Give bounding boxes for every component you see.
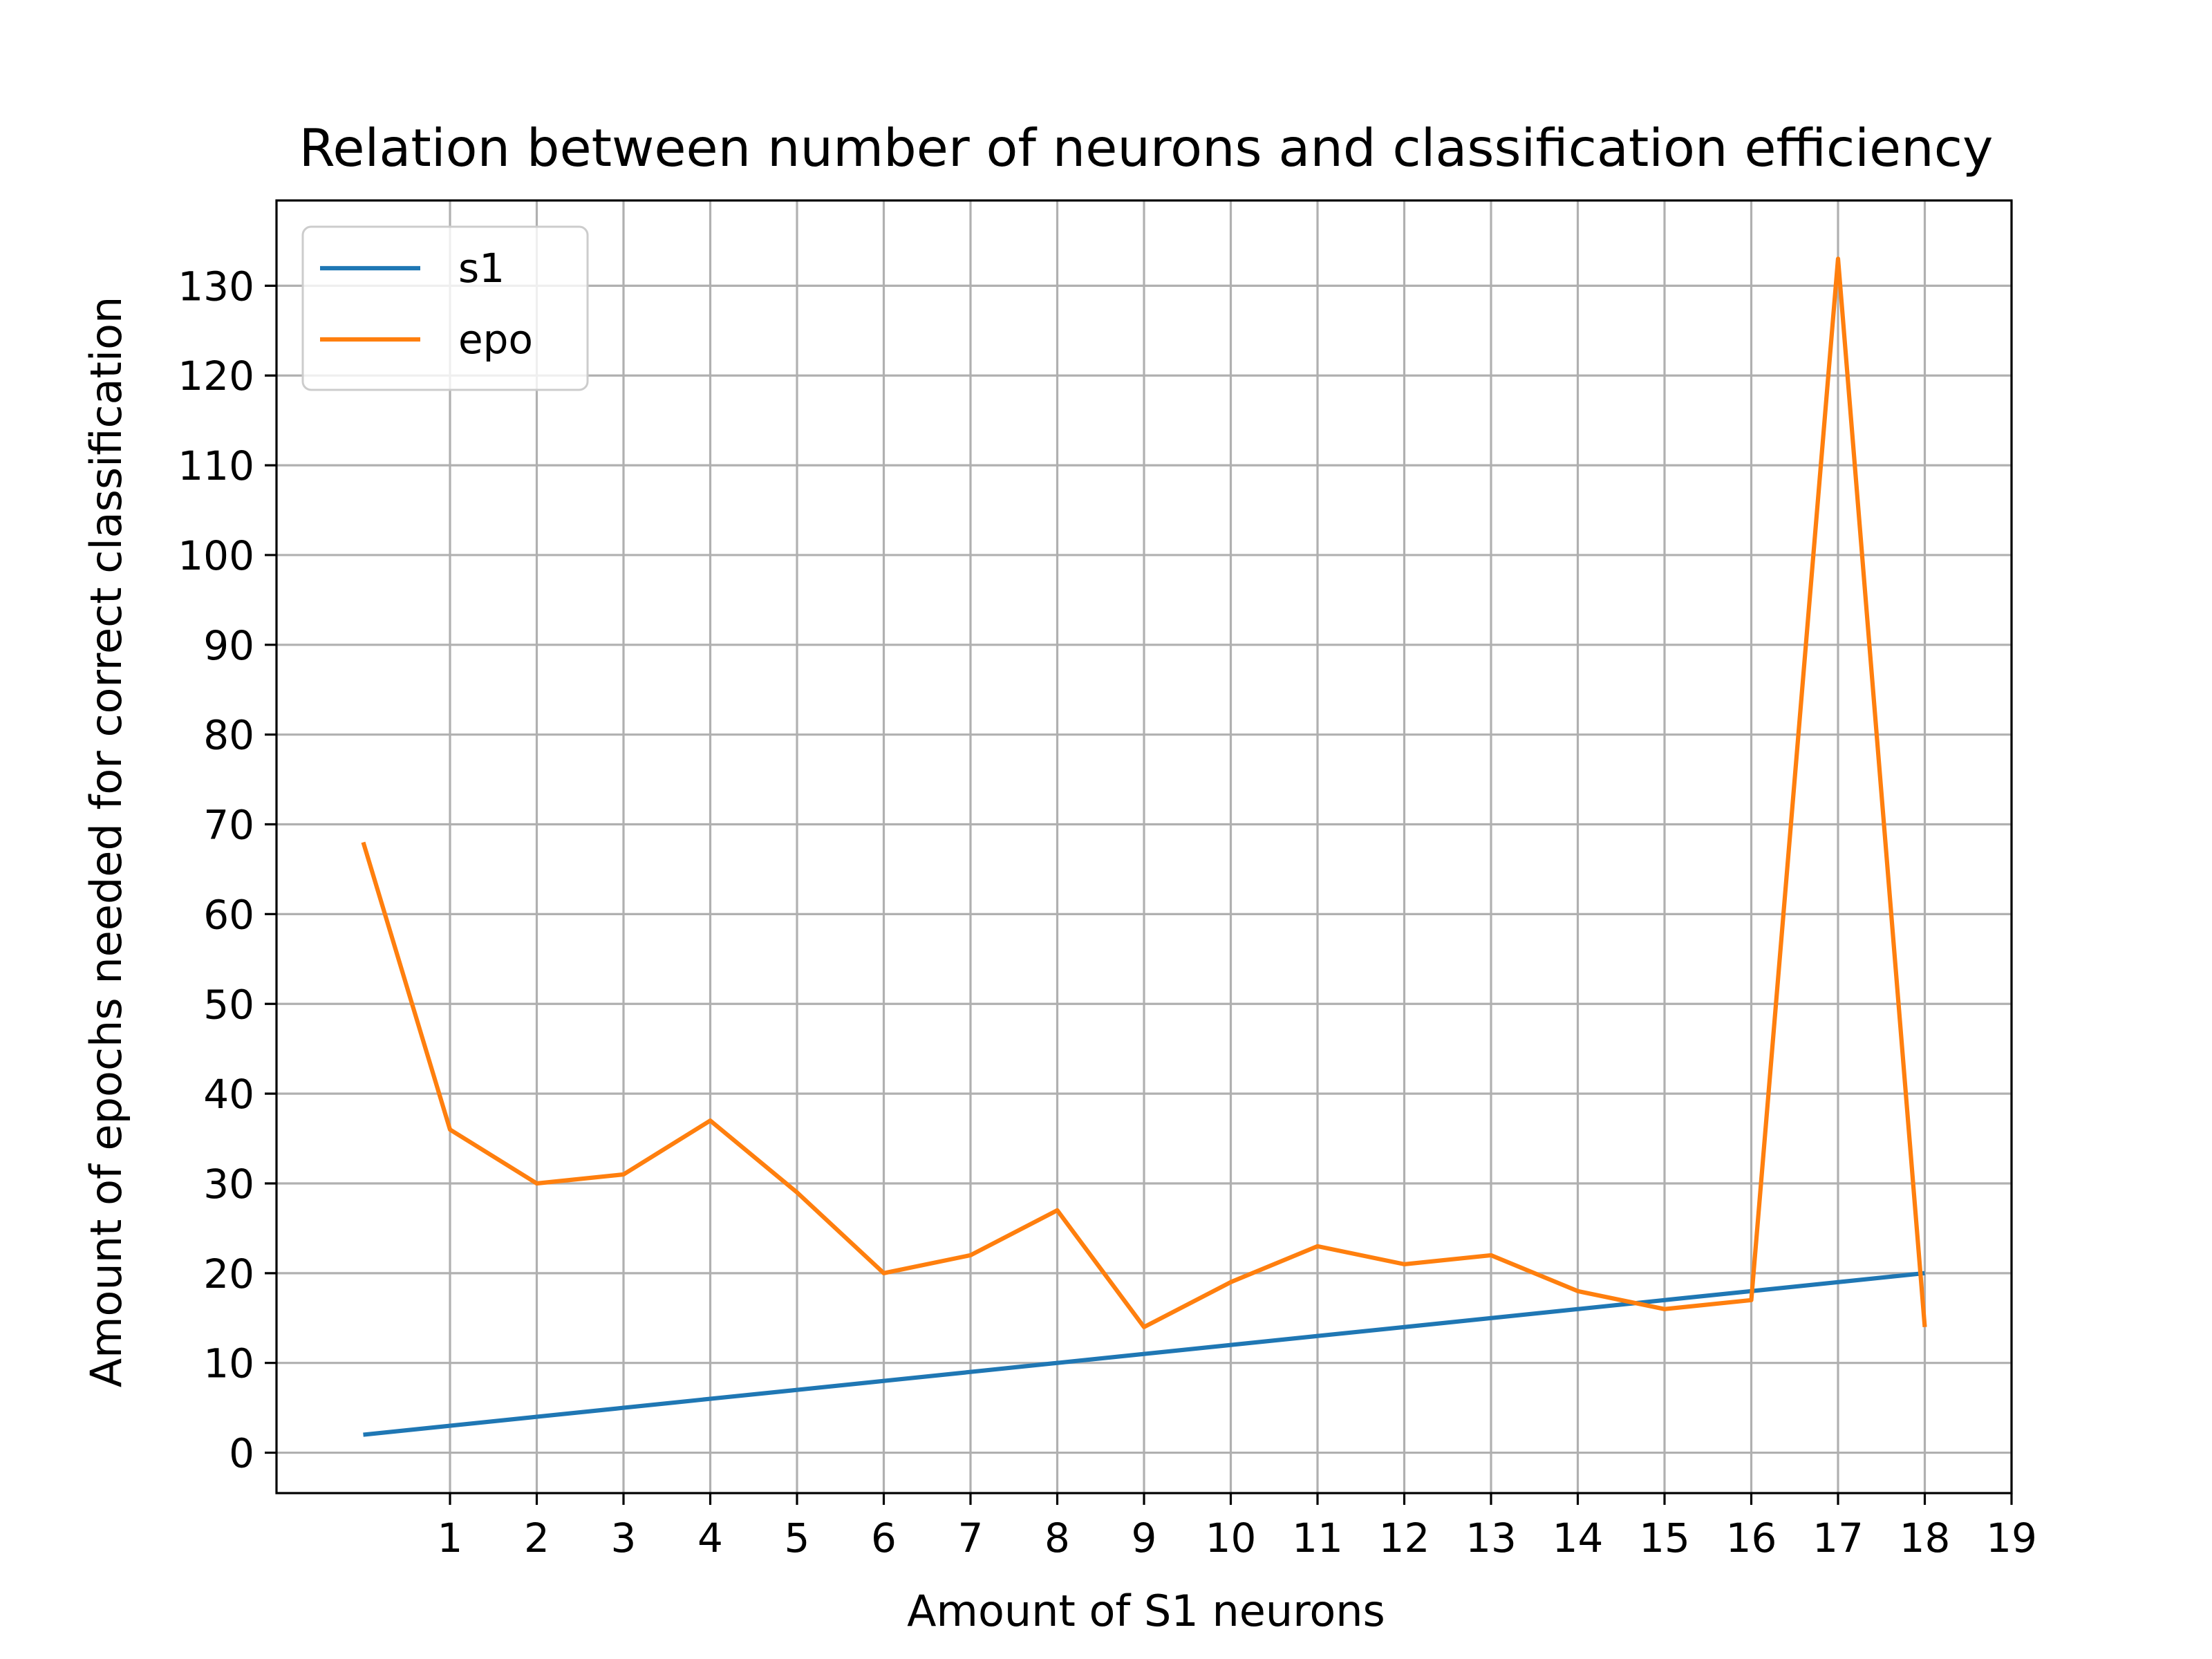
y-tick-label: 20 <box>203 1250 254 1297</box>
x-tick-label: 14 <box>1553 1515 1604 1562</box>
legend: s1 epo <box>301 225 589 391</box>
x-tick-label: 4 <box>697 1515 723 1562</box>
x-tick-label: 5 <box>785 1515 810 1562</box>
x-tick-label: 16 <box>1726 1515 1777 1562</box>
axis-ticks: 1 2 3 4 5 6 7 8 9 10 11 12 13 14 15 16 17 18 1901020304050… <box>178 263 2037 1562</box>
x-tick-label: 6 <box>871 1515 897 1562</box>
x-tick-label: 19 <box>1986 1515 2037 1562</box>
x-tick-label: 8 <box>1044 1515 1070 1562</box>
x-tick-label: 9 <box>1132 1515 1157 1562</box>
x-tick-label: 17 <box>1812 1515 1864 1562</box>
y-axis-label: Amount of epochs needed for correct clas… <box>81 297 131 1388</box>
chart-title: Relation between number of neurons and c… <box>299 118 1994 178</box>
y-tick-label: 10 <box>203 1340 254 1387</box>
y-tick-label: 30 <box>203 1161 254 1208</box>
series-line-epo <box>361 256 1927 1329</box>
y-tick-label: 90 <box>203 622 254 669</box>
x-axis-label: Amount of S1 neurons <box>907 1586 1385 1636</box>
y-tick-label: 80 <box>203 712 254 759</box>
y-tick-label: 100 <box>178 532 254 579</box>
x-tick-label: 2 <box>524 1515 550 1562</box>
y-tick-label: 110 <box>178 442 254 489</box>
x-tick-label: 18 <box>1900 1515 1951 1562</box>
y-tick-label: 120 <box>178 353 254 400</box>
x-tick-label: 12 <box>1379 1515 1430 1562</box>
x-tick-label: 7 <box>958 1515 984 1562</box>
y-tick-label: 130 <box>178 263 254 310</box>
legend-label-s1: s1 <box>458 245 505 292</box>
series-line-s1 <box>363 1271 1925 1437</box>
y-tick-label: 60 <box>203 891 254 938</box>
y-tick-label: 50 <box>203 981 254 1028</box>
x-tick-label: 10 <box>1206 1515 1257 1562</box>
x-tick-label: 1 <box>438 1515 463 1562</box>
plot-lines <box>361 256 1927 1437</box>
y-tick-label: 0 <box>229 1430 254 1477</box>
x-tick-label: 13 <box>1465 1515 1517 1562</box>
x-tick-label: 3 <box>611 1515 637 1562</box>
x-tick-label: 11 <box>1292 1515 1343 1562</box>
y-tick-label: 70 <box>203 802 254 849</box>
x-tick-label: 15 <box>1639 1515 1690 1562</box>
grid <box>276 200 2013 1493</box>
legend-label-epo: epo <box>458 316 533 363</box>
legend-box <box>301 225 589 391</box>
y-tick-label: 40 <box>203 1071 254 1118</box>
